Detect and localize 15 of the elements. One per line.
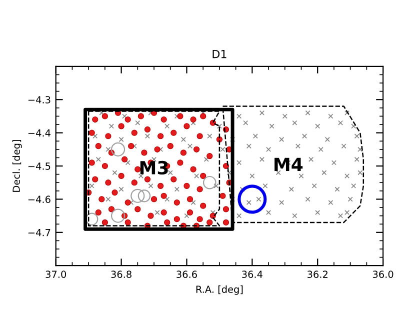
y-tick-label: −4.3: [28, 96, 50, 104]
x-tick-label: 36.4: [242, 270, 262, 278]
chart-title: D1: [212, 50, 226, 58]
x-tick-label: 37.0: [46, 270, 66, 278]
x-tick-label: 36.0: [372, 270, 394, 278]
x-tick-label: 36.6: [176, 270, 197, 278]
x-tick-label: 36.2: [308, 270, 328, 278]
x-axis-title: R.A. [deg]: [196, 285, 243, 295]
annotation: M4: [274, 158, 303, 171]
x-tick-label: 36.8: [111, 270, 132, 278]
y-tick-label: −4.6: [28, 196, 50, 204]
y-tick-label: −4.5: [28, 162, 50, 170]
y-tick-label: −4.4: [28, 129, 50, 136]
y-tick-label: −4.7: [28, 229, 50, 236]
y-axis-title: Decl. [deg]: [12, 140, 22, 192]
